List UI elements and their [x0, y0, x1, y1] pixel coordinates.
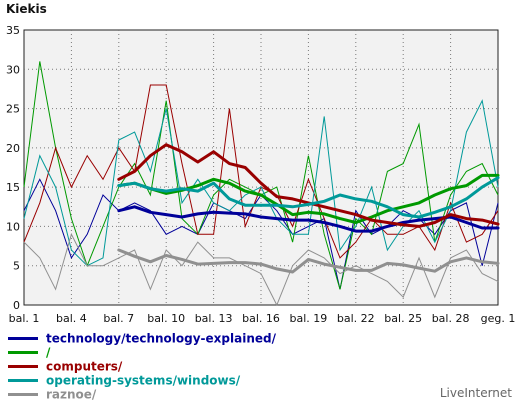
x-tick-label: bal. 1 — [9, 312, 40, 325]
x-tick-label: bal. 22 — [337, 312, 375, 325]
x-tick-label: bal. 19 — [290, 312, 328, 325]
legend-label: computers/ — [46, 359, 123, 374]
legend-label: technology/technology-explained/ — [46, 331, 276, 346]
line-chart: 0 5 10 15 20 25 30 35 bal. 1 bal. 4 bal. 7 bal. 10 b… — [6, 24, 516, 325]
x-tick-label: bal. 13 — [195, 312, 233, 325]
y-tick-label: 5 — [13, 260, 20, 273]
series-4-daily-line — [23, 232, 499, 307]
x-tick-label: geg. 1 — [481, 312, 516, 325]
y-tick-label: 35 — [6, 24, 20, 37]
series-3-average-line — [117, 176, 500, 219]
x-tick-label: bal. 7 — [103, 312, 134, 325]
legend-label: / — [46, 345, 51, 360]
series-1-average-line — [117, 173, 500, 224]
x-tick-label: bal. 28 — [432, 312, 470, 325]
legend-item: operating-systems/windows/ — [8, 373, 276, 388]
legend-item: computers/ — [8, 359, 276, 374]
y-tick-label: 20 — [6, 142, 20, 155]
y-tick-label: 10 — [6, 220, 20, 233]
y-tick-label: 0 — [13, 299, 20, 312]
legend-label: raznoe/ — [46, 387, 97, 402]
legend-swatch — [8, 365, 38, 368]
legend-swatch — [8, 351, 38, 354]
x-tick-label: bal. 4 — [56, 312, 87, 325]
legend-item: technology/technology-explained/ — [8, 331, 276, 346]
y-tick-label: 25 — [6, 103, 20, 116]
brand-label: LiveInternet — [439, 386, 512, 400]
y-tick-label: 15 — [6, 181, 20, 194]
legend-swatch — [8, 379, 38, 382]
series-4-average-line — [117, 248, 500, 274]
x-tick-label: bal. 16 — [242, 312, 280, 325]
series-0-average-line — [117, 205, 500, 233]
legend-item: raznoe/ — [8, 387, 276, 402]
x-tick-label: bal. 10 — [147, 312, 185, 325]
legend: technology/technology-explained// compute… — [8, 331, 276, 402]
legend-item: / — [8, 345, 276, 360]
legend-swatch — [8, 337, 38, 340]
x-tick-label: bal. 25 — [384, 312, 422, 325]
legend-label: operating-systems/windows/ — [46, 373, 241, 388]
legend-swatch — [8, 393, 38, 396]
y-tick-label: 30 — [6, 63, 20, 76]
chart-title: Kiekis — [6, 2, 47, 16]
series-3-daily-line — [23, 99, 499, 267]
